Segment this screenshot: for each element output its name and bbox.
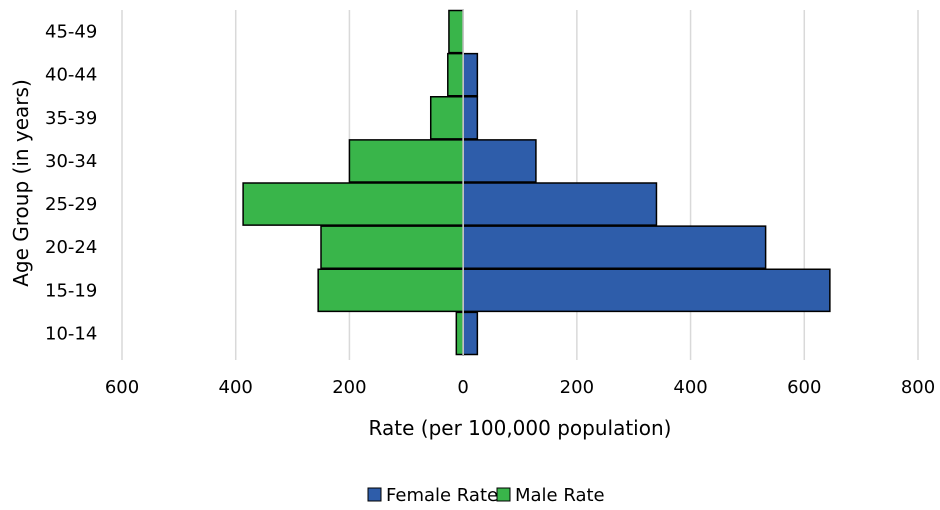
bar-female-35-39 (462, 96, 479, 140)
y-tick-label: 10-14 (45, 323, 97, 344)
bar-female-15-19 (462, 268, 831, 313)
bar-male-30-34 (348, 139, 464, 183)
x-tick-label: 800 (901, 377, 935, 398)
legend-swatch (367, 487, 382, 502)
x-tick-label: 0 (457, 377, 468, 398)
y-tick-label: 40-44 (45, 65, 97, 86)
bar-male-10-14 (455, 311, 464, 356)
y-tick-label: 20-24 (45, 237, 97, 258)
legend: Female Rate Male Rate (367, 485, 605, 506)
bar-male-45-49 (448, 9, 464, 54)
x-tick-label: 400 (673, 377, 707, 398)
y-tick-labels: 10-14 15-19 20-24 25-29 30-34 35-39 40-44 45-49 (45, 22, 97, 345)
x-tick-label: 600 (787, 377, 821, 398)
y-axis-title: Age Group (in years) (9, 79, 33, 287)
x-tick-label: 200 (560, 377, 594, 398)
legend-swatch (496, 487, 511, 502)
x-axis-title: Rate (per 100,000 population) (369, 416, 672, 440)
bar-male-20-24 (320, 225, 464, 269)
x-tick-labels: 600 400 200 0 200 400 600 800 (105, 377, 935, 398)
y-tick-label: 15-19 (45, 280, 97, 301)
bar-male-40-44 (447, 52, 464, 97)
y-tick-label: 35-39 (45, 108, 97, 129)
bar-male-25-29 (242, 182, 464, 226)
legend-label: Male Rate (515, 485, 605, 506)
bar-female-40-44 (462, 52, 479, 97)
bars (242, 9, 831, 356)
y-tick-label: 45-49 (45, 22, 97, 43)
bar-female-20-24 (462, 225, 767, 269)
y-tick-label: 30-34 (45, 151, 97, 172)
bar-male-15-19 (317, 268, 464, 313)
bar-female-10-14 (462, 311, 479, 356)
bar-male-35-39 (429, 96, 464, 140)
y-tick-label: 25-29 (45, 194, 97, 215)
x-tick-label: 200 (332, 377, 366, 398)
legend-label: Female Rate (386, 485, 498, 506)
bar-female-25-29 (462, 182, 658, 226)
x-tick-label: 600 (105, 377, 139, 398)
x-tick-label: 400 (219, 377, 253, 398)
bar-female-30-34 (462, 139, 537, 183)
